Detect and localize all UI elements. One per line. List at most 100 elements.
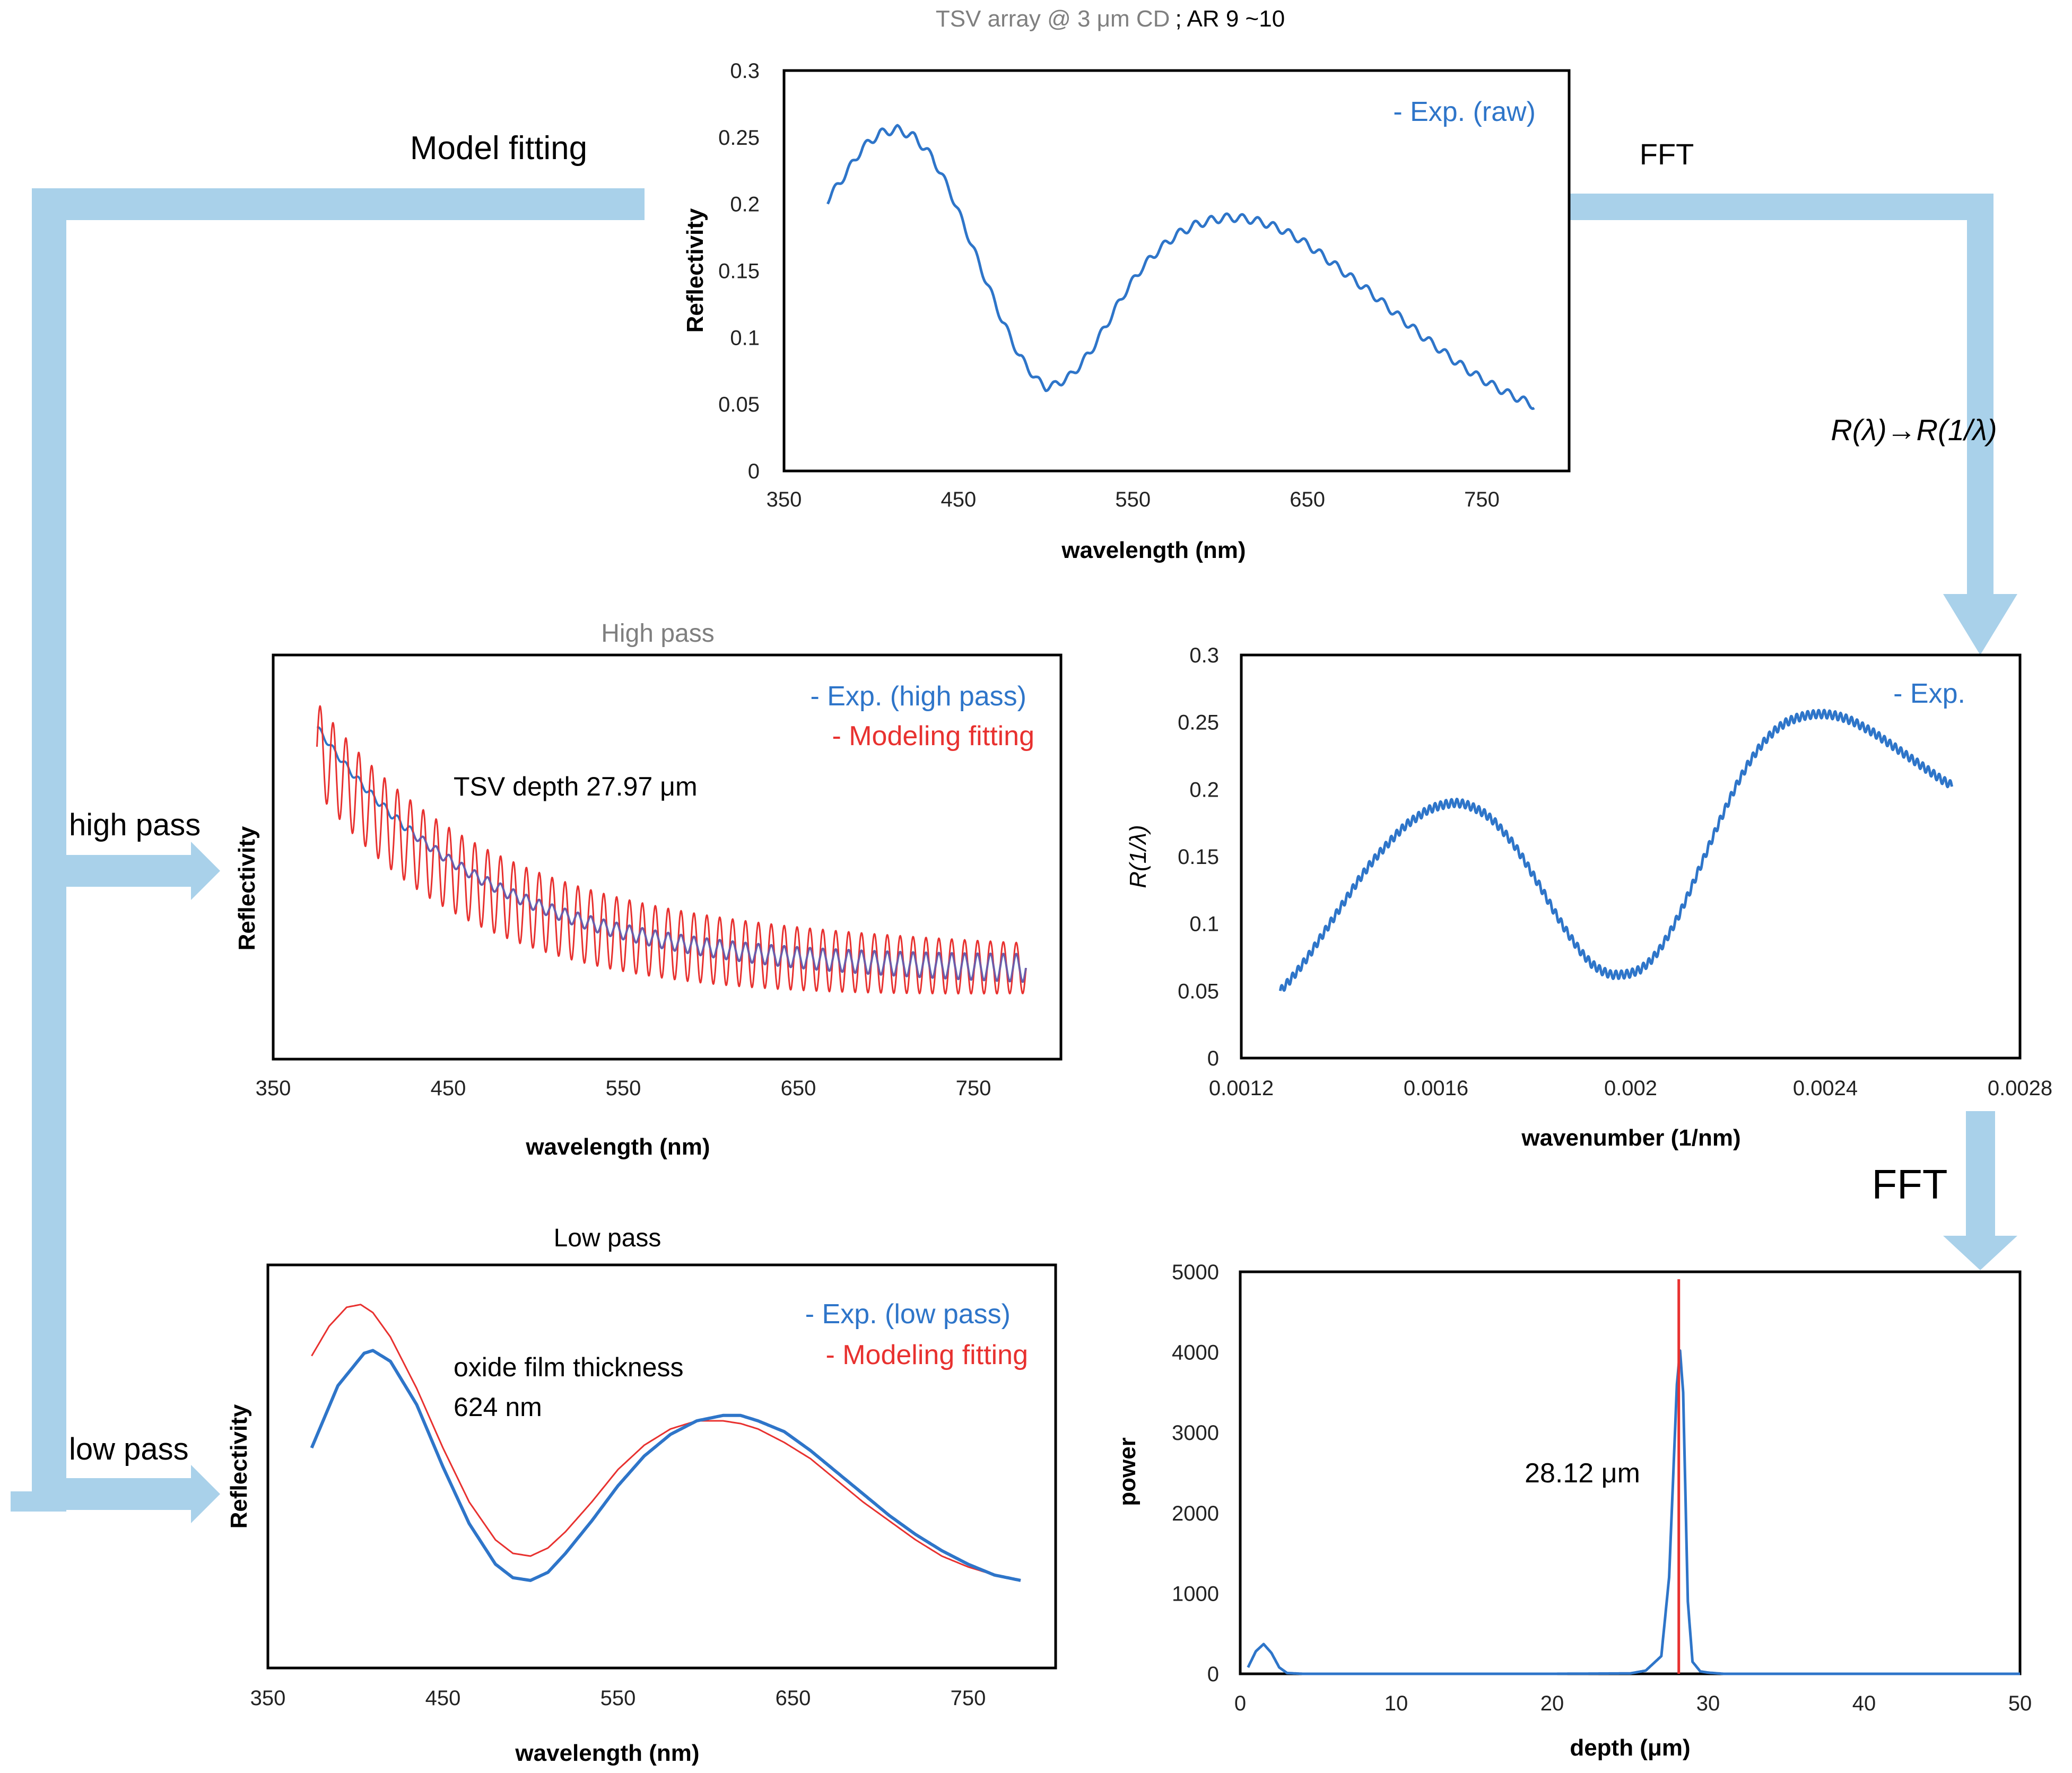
chart-wavenumber-xlabel: wavenumber (1/nm) xyxy=(1521,1125,1740,1151)
chart-low-pass-series-exp xyxy=(310,1349,1021,1582)
chart-fft-xtick-label: 0 xyxy=(1234,1692,1246,1715)
chart-fft-xlabel: depth (μm) xyxy=(1570,1735,1690,1761)
chart-wavenumber-xtick-label: 0.0016 xyxy=(1404,1077,1468,1100)
chart-wavenumber-ytick-label: 0.05 xyxy=(1178,980,1219,1003)
chart-low-pass-legend-exp: - Exp. (low pass) xyxy=(805,1299,1011,1330)
chart-high-pass-series-overlap xyxy=(412,832,1027,983)
chart-fft: 28.12 μm power depth (μm) 0 10 20 30 40 50 0 10… xyxy=(1115,1261,2032,1761)
chart-low-pass-xtick-label: 750 xyxy=(951,1687,986,1710)
chart-high-pass-xlabel: wavelength (nm) xyxy=(525,1134,710,1160)
chart-high-pass-legend-model: - Modeling fitting xyxy=(832,721,1034,752)
chart-high-pass-xtick-label: 650 xyxy=(781,1077,816,1100)
flow-arrow-top-bar xyxy=(32,188,645,220)
chart-raw-ytick-label: 0.2 xyxy=(730,193,760,216)
chart-wavenumber-ytick-label: 0.1 xyxy=(1189,913,1219,936)
chart-fft-ytick-label: 2000 xyxy=(1172,1502,1219,1525)
overall-title-prefix: TSV array @ 3 μm CD xyxy=(936,6,1170,32)
flow-arrows xyxy=(11,188,2017,1523)
chart-raw-ytick-label: 0.3 xyxy=(730,59,760,83)
flow-arrow-low-pass-shaft xyxy=(66,1478,191,1510)
chart-wavenumber-ytick-label: 0.2 xyxy=(1189,778,1219,801)
flow-arrow-right-head xyxy=(1943,594,2017,655)
chart-wavenumber-ytick-label: 0.3 xyxy=(1189,644,1219,667)
chart-raw-legend: - Exp. (raw) xyxy=(1393,97,1536,127)
chart-high-pass-title: High pass xyxy=(601,619,714,648)
chart-fft-xtick-label: 50 xyxy=(2008,1692,2032,1715)
chart-raw-ytick-label: 0.1 xyxy=(730,326,760,350)
model-fitting-label: Model fitting xyxy=(410,130,587,167)
chart-high-pass: High pass - Exp. (high pass) - Modeling … xyxy=(234,619,1063,1160)
flow-arrow-fft-right-head xyxy=(1943,1236,2017,1270)
chart-raw-xtick-label: 450 xyxy=(941,488,977,511)
chart-high-pass-ylabel: Reflectivity xyxy=(234,826,260,950)
chart-fft-xtick-label: 30 xyxy=(1696,1692,1720,1715)
chart-low-pass-xtick-label: 450 xyxy=(425,1687,461,1710)
chart-fft-ytick-label: 0 xyxy=(1207,1663,1219,1686)
chart-fft-ylabel: power xyxy=(1115,1437,1141,1506)
chart-wavenumber: - Exp. R(1/λ) wavenumber (1/nm) 0.0012 0.… xyxy=(1125,644,2052,1151)
chart-raw-ytick-label: 0.25 xyxy=(718,126,760,150)
chart-high-pass-xtick-label: 750 xyxy=(956,1077,991,1100)
chart-raw-xlabel: wavelength (nm) xyxy=(1061,537,1246,563)
chart-wavenumber-legend: - Exp. xyxy=(1893,678,1965,709)
chart-raw-xtick-label: 650 xyxy=(1290,488,1325,511)
fft-right-label: FFT xyxy=(1872,1161,1948,1208)
fft-top-label: FFT xyxy=(1640,137,1694,171)
chart-fft-ytick-label: 4000 xyxy=(1172,1341,1219,1365)
flow-arrow-high-pass-head xyxy=(191,842,220,900)
chart-low-pass-series-model xyxy=(311,1304,1021,1582)
chart-wavenumber-ytick-label: 0 xyxy=(1207,1047,1219,1070)
chart-low-pass-title: Low pass xyxy=(554,1224,661,1252)
chart-wavenumber-frame xyxy=(1240,653,2022,1060)
flow-arrow-high-pass-shaft xyxy=(66,855,191,887)
chart-raw-xtick-label: 750 xyxy=(1464,488,1500,511)
chart-raw: - Exp. (raw) Reflectivity wavelength (nm… xyxy=(682,59,1571,563)
flow-arrow-left-vertical xyxy=(32,188,66,1512)
chart-wavenumber-xtick-label: 0.0024 xyxy=(1793,1077,1858,1100)
chart-fft-xtick-label: 10 xyxy=(1385,1692,1408,1715)
chart-fft-series-power xyxy=(1247,1349,2021,1675)
chart-low-pass-ylabel: Reflectivity xyxy=(226,1404,252,1529)
chart-low-pass-xtick-label: 650 xyxy=(776,1687,811,1710)
chart-wavenumber-xtick-label: 0.0028 xyxy=(1988,1077,2052,1100)
chart-fft-ytick-label: 3000 xyxy=(1172,1421,1219,1445)
chart-wavenumber-ylabel: R(1/λ) xyxy=(1125,825,1151,888)
chart-raw-ytick-label: 0.05 xyxy=(718,393,760,416)
chart-fft-frame xyxy=(1239,1270,2022,1675)
flow-arrow-right-vertical xyxy=(1967,194,1993,594)
transform-label: R(λ)→R(1/λ) xyxy=(1831,413,1997,447)
chart-fft-annotation: 28.12 μm xyxy=(1525,1458,1640,1489)
chart-high-pass-legend-exp: - Exp. (high pass) xyxy=(811,681,1027,712)
flow-arrow-fft-right-shaft xyxy=(1966,1111,1995,1236)
overall-title: TSV array @ 3 μm CD; AR 9 ~10 xyxy=(936,6,1285,32)
chart-high-pass-xtick-label: 550 xyxy=(606,1077,641,1100)
chart-low-pass-xtick-label: 350 xyxy=(250,1687,286,1710)
chart-fft-ytick-label: 5000 xyxy=(1172,1261,1219,1284)
chart-low-pass-annotation-line2: 624 nm xyxy=(454,1392,542,1422)
chart-low-pass-frame xyxy=(266,1263,1057,1670)
chart-fft-ytick-label: 1000 xyxy=(1172,1582,1219,1605)
chart-wavenumber-series-exp xyxy=(1278,709,1954,992)
chart-low-pass-xtick-label: 550 xyxy=(600,1687,636,1710)
chart-raw-ytick-label: 0 xyxy=(748,460,760,483)
chart-raw-xtick-label: 550 xyxy=(1115,488,1151,511)
chart-wavenumber-ytick-label: 0.15 xyxy=(1178,845,1219,869)
chart-wavenumber-xtick-label: 0.0012 xyxy=(1209,1077,1274,1100)
low-pass-label: low pass xyxy=(69,1432,189,1466)
chart-wavenumber-ytick-label: 0.25 xyxy=(1178,711,1219,735)
flow-arrow-low-pass-head xyxy=(191,1465,220,1523)
flow-arrow-fft-top-bar xyxy=(1568,194,1993,220)
flow-arrow-left-foot xyxy=(11,1491,66,1512)
overall-title-suffix: ; AR 9 ~10 xyxy=(1175,6,1285,32)
chart-low-pass-xlabel: wavelength (nm) xyxy=(515,1740,699,1766)
chart-high-pass-xtick-label: 350 xyxy=(256,1077,291,1100)
chart-raw-series-exp xyxy=(826,124,1535,410)
chart-low-pass-annotation-line1: oxide film thickness xyxy=(454,1352,684,1382)
chart-low-pass-legend-model: - Modeling fitting xyxy=(825,1340,1028,1370)
chart-raw-ylabel: Reflectivity xyxy=(682,208,708,333)
chart-high-pass-annotation: TSV depth 27.97 μm xyxy=(454,772,698,801)
chart-wavenumber-xtick-label: 0.002 xyxy=(1604,1077,1657,1100)
chart-raw-xtick-label: 350 xyxy=(767,488,802,511)
chart-fft-xtick-label: 20 xyxy=(1540,1692,1564,1715)
